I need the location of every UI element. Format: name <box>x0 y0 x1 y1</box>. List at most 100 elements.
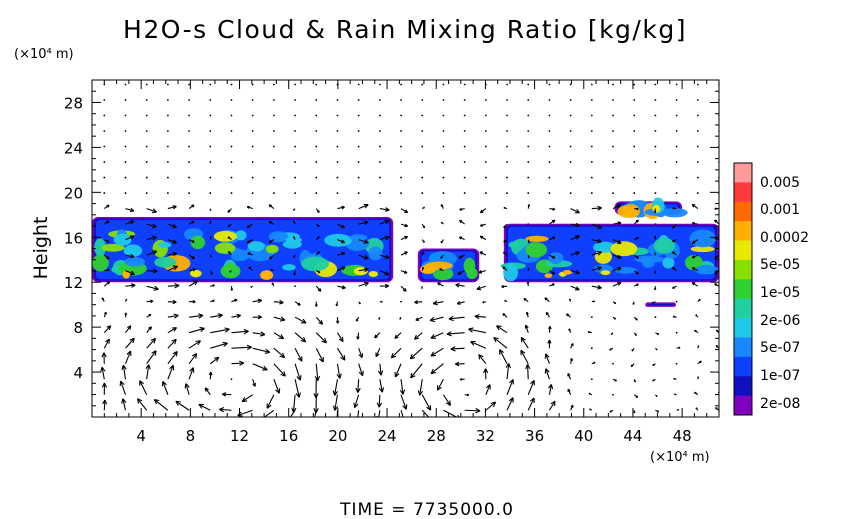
wind-vector-dot <box>484 145 487 148</box>
wind-vector-dot <box>230 378 233 381</box>
wind-vector <box>570 208 580 214</box>
wind-vector <box>209 236 212 240</box>
wind-vector <box>612 266 622 272</box>
wind-vector <box>167 223 177 229</box>
wind-vector <box>188 353 198 365</box>
wind-vector-dot <box>696 130 699 132</box>
colorbar-label: 2e-06 <box>760 313 800 329</box>
wind-vector-dot <box>442 114 445 117</box>
wind-vector <box>415 316 423 321</box>
wind-vector-dot <box>188 114 190 117</box>
wind-vector-dot <box>294 83 296 86</box>
x-tick-label: 8 <box>186 427 196 445</box>
wind-vector <box>273 316 286 322</box>
wind-vector <box>399 379 406 395</box>
wind-vector-dot <box>527 176 530 179</box>
wind-vector-dot <box>463 145 466 148</box>
wind-vector <box>612 378 617 382</box>
wind-vector <box>524 324 529 333</box>
wind-vector <box>358 254 369 260</box>
wind-vector <box>315 236 320 241</box>
wind-vector <box>502 313 508 318</box>
wind-vector <box>209 208 212 211</box>
wind-vector <box>446 331 465 337</box>
wind-vector <box>410 363 423 379</box>
wind-vector-dot <box>378 83 381 86</box>
wind-vector-dot <box>421 130 424 132</box>
wind-vector-dot <box>145 130 148 132</box>
wind-vector <box>376 410 382 417</box>
colorbar-swatch <box>734 201 752 222</box>
wind-vector-dot <box>675 176 678 179</box>
wind-vector <box>476 285 487 291</box>
wind-vector <box>252 379 257 387</box>
wind-vector <box>501 284 508 289</box>
wind-vector-dot <box>484 192 487 194</box>
wind-vector <box>609 409 614 413</box>
wind-vector <box>691 254 699 259</box>
wind-vector-dot <box>166 130 169 132</box>
wind-vector <box>355 379 361 393</box>
wind-vector <box>153 398 169 411</box>
wind-vector-dot <box>145 161 148 163</box>
wind-vector <box>103 254 110 260</box>
wind-vector <box>591 300 596 303</box>
wind-vector <box>188 239 195 243</box>
wind-vector-dot <box>442 192 445 194</box>
wind-vector <box>188 280 198 287</box>
x-tick-label: 36 <box>525 427 544 445</box>
wind-vector <box>210 299 215 303</box>
y-tick-label: 12 <box>64 274 83 292</box>
wind-vector-dot <box>124 192 127 194</box>
y-tick-label: 4 <box>73 364 83 382</box>
wind-vector <box>293 236 296 240</box>
cloud-cell <box>525 235 549 242</box>
wind-vector-dot <box>527 145 530 148</box>
wind-vector-dot <box>294 176 296 179</box>
cloud-cell <box>503 263 519 282</box>
wind-vector <box>456 301 465 305</box>
wind-vector <box>569 358 573 364</box>
wind-vector-dot <box>612 176 614 179</box>
wind-vector <box>167 351 178 365</box>
wind-vector <box>247 252 253 256</box>
wind-vector-dot <box>336 130 339 132</box>
wind-vector-dot <box>590 347 593 350</box>
wind-vector-dot <box>166 83 169 86</box>
wind-vector <box>315 251 320 256</box>
wind-vector-dot <box>654 176 657 179</box>
wind-vector <box>146 208 157 214</box>
wind-vector <box>633 237 639 241</box>
wind-vector-dot <box>251 130 254 132</box>
wind-vector <box>400 270 408 274</box>
wind-vector <box>652 363 656 366</box>
wind-vector <box>691 239 699 244</box>
wind-vector-dot <box>166 176 169 179</box>
wind-vector <box>146 299 154 304</box>
wind-vector <box>633 219 639 225</box>
wind-vector <box>146 285 159 291</box>
wind-vector-dot <box>230 145 233 148</box>
wind-vector <box>231 328 249 335</box>
wind-vector <box>252 363 268 371</box>
wind-vector <box>394 363 402 378</box>
wind-vector-dot <box>463 83 466 86</box>
cloud-core <box>419 264 436 275</box>
wind-vector-dot <box>294 285 296 288</box>
wind-vector <box>335 317 340 324</box>
wind-vector-dot <box>272 145 275 148</box>
wind-vector <box>612 239 622 244</box>
cloud-core <box>600 270 611 276</box>
wind-vector <box>246 239 253 244</box>
wind-vector-dot <box>675 331 678 334</box>
wind-vector-dot <box>654 130 657 132</box>
wind-vector <box>718 378 719 380</box>
wind-vector <box>633 254 639 259</box>
wind-vector <box>271 282 275 287</box>
wind-vector <box>630 363 635 367</box>
wind-vector <box>146 326 152 334</box>
wind-vector <box>570 269 580 275</box>
cloud-cell <box>157 241 172 248</box>
wind-vector-dot <box>633 161 636 163</box>
wind-vector <box>204 387 211 396</box>
